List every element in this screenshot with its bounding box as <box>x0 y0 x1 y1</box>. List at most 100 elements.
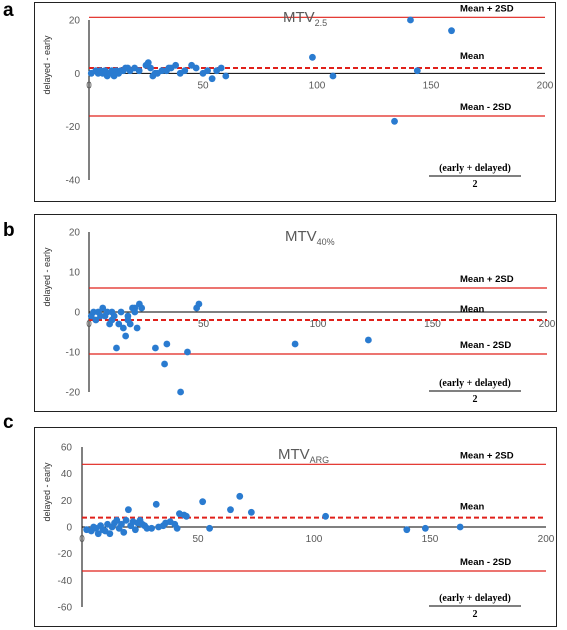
y-tick-label: 0 <box>74 69 80 80</box>
x-tick-label: 100 <box>306 534 323 545</box>
x-axis-label-numerator: (early + delayed) <box>439 163 511 174</box>
x-tick-label: 200 <box>538 534 555 545</box>
panel-label-c: c <box>3 412 14 433</box>
data-point <box>131 526 139 534</box>
data-point <box>94 530 102 538</box>
y-tick-label: -20 <box>66 388 81 399</box>
data-point <box>113 344 120 352</box>
data-point <box>329 72 337 80</box>
panel-a-frame <box>34 2 556 202</box>
data-point <box>106 530 114 538</box>
x-tick-label: 200 <box>537 80 554 91</box>
data-point <box>456 523 464 531</box>
x-tick-label: 0 <box>86 80 92 91</box>
data-point <box>117 308 125 316</box>
data-point <box>161 360 168 368</box>
chart-title-subscript: 40% <box>317 237 335 247</box>
chart-title: MTV40% <box>285 228 335 247</box>
data-point <box>208 75 216 83</box>
chart-title-subscript: ARG <box>310 455 330 465</box>
data-point <box>148 524 156 532</box>
data-point <box>403 526 411 534</box>
data-point <box>206 524 214 532</box>
x-tick-label: 150 <box>424 319 441 330</box>
data-point <box>236 492 244 500</box>
chart-title: MTV2.5 <box>283 9 327 28</box>
data-point <box>227 506 234 514</box>
x-axis-label-denominator: 2 <box>473 609 478 620</box>
y-tick-label: 20 <box>69 228 81 239</box>
data-point <box>92 316 100 324</box>
data-point <box>122 516 130 524</box>
y-tick-label: 0 <box>66 523 72 534</box>
data-point <box>124 506 132 514</box>
data-point <box>135 67 143 75</box>
y-tick-label: -20 <box>66 122 81 133</box>
x-axis-label-numerator: (early + delayed) <box>439 593 511 604</box>
y-tick-label: -10 <box>66 348 81 359</box>
lower-limit-label: Mean - 2SD <box>460 340 511 351</box>
data-point <box>120 528 128 536</box>
chart-panel-c: -60 -40 -20 0 20 40 60 0 50 100 150 200 Mean + 2SD Me… <box>42 443 555 621</box>
upper-limit-label: Mean + 2SD <box>460 274 514 285</box>
x-tick-label: 50 <box>192 534 204 545</box>
data-point <box>204 67 211 75</box>
y-tick-label: -40 <box>58 576 73 587</box>
data-point <box>113 516 121 524</box>
data-point <box>131 308 139 316</box>
data-point <box>183 512 190 520</box>
x-tick-label: 0 <box>79 534 85 545</box>
data-point <box>448 27 455 35</box>
panel-label-b: b <box>3 220 15 241</box>
data-point <box>199 498 207 506</box>
data-point <box>152 500 160 508</box>
chart-title-subscript: 2.5 <box>315 18 328 28</box>
data-point <box>173 524 181 532</box>
chart-title: MTVARG <box>278 446 329 465</box>
data-point <box>152 344 159 352</box>
x-tick-label: 100 <box>309 80 326 91</box>
data-point <box>147 64 154 72</box>
data-point <box>291 340 299 348</box>
x-tick-label: 150 <box>423 80 440 91</box>
data-point <box>177 388 185 396</box>
x-axis-label-denominator: 2 <box>473 179 478 190</box>
y-tick-label: 40 <box>61 469 73 480</box>
data-point <box>110 312 118 320</box>
x-tick-label: 150 <box>422 534 439 545</box>
x-tick-label: 0 <box>86 319 92 330</box>
y-tick-label: 0 <box>74 308 80 319</box>
data-point <box>184 348 191 356</box>
data-point <box>138 304 146 312</box>
lower-limit-label: Mean - 2SD <box>460 557 511 568</box>
data-point <box>364 336 372 344</box>
x-axis-label-numerator: (early + delayed) <box>439 378 511 389</box>
data-point <box>144 59 152 67</box>
x-tick-label: 50 <box>197 80 209 91</box>
y-tick-label: 10 <box>69 268 81 279</box>
data-point <box>407 16 414 24</box>
x-tick-label: 50 <box>198 319 210 330</box>
data-point <box>391 117 398 125</box>
y-tick-label: -60 <box>58 603 73 614</box>
data-point <box>217 64 225 72</box>
y-axis-label: delayed - early <box>42 35 52 95</box>
mean-label: Mean <box>460 502 484 513</box>
data-point <box>122 332 130 340</box>
y-tick-label: 60 <box>61 443 73 454</box>
data-point <box>172 61 180 69</box>
y-tick-label: 20 <box>61 496 73 507</box>
y-tick-label: -40 <box>66 176 81 187</box>
data-point <box>247 508 255 516</box>
x-tick-label: 200 <box>539 319 556 330</box>
lower-limit-label: Mean - 2SD <box>460 102 511 113</box>
data-point <box>115 320 123 328</box>
data-point <box>181 67 189 75</box>
y-tick-label: -20 <box>58 549 73 560</box>
data-point <box>126 320 134 328</box>
data-point <box>322 512 329 520</box>
data-point <box>421 524 429 532</box>
